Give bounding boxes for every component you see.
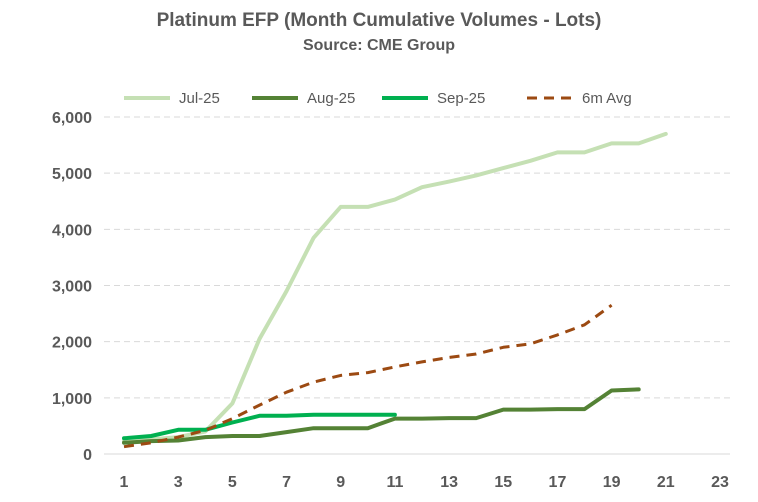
x-tick-label: 11	[386, 474, 403, 491]
x-tick-label: 21	[657, 474, 675, 491]
x-tick-label: 1	[120, 474, 129, 491]
x-tick-label: 9	[336, 474, 345, 491]
x-axis-ticks: 1 3 5 7 9 11 13 15 17 19 21 23	[120, 474, 729, 491]
gridlines	[104, 116, 730, 455]
legend-label: Sep-25	[437, 90, 485, 107]
legend-label: Jul-25	[179, 90, 220, 107]
x-tick-label: 19	[603, 474, 621, 491]
chart-subtitle: Source: CME Group	[302, 37, 455, 54]
y-tick-label: 0	[83, 447, 92, 464]
legend-label: Aug-25	[307, 90, 355, 107]
series-line-sep-25	[122, 412, 397, 441]
x-tick-label: 5	[228, 474, 237, 491]
y-tick-label: 1,000	[52, 391, 92, 408]
legend: Jul-25 Aug-25 Sep-25 6m Avg	[124, 90, 632, 107]
chart-title: Platinum EFP (Month Cumulative Volumes -…	[156, 10, 602, 31]
y-tick-label: 4,000	[52, 222, 92, 239]
y-tick-label: 6,000	[52, 110, 92, 127]
y-tick-label: 2,000	[52, 335, 92, 352]
x-tick-label: 13	[440, 474, 458, 491]
y-tick-label: 5,000	[52, 166, 92, 183]
x-tick-label: 15	[494, 474, 512, 491]
y-axis-ticks: 0 1,000 2,000 3,000 4,000 5,000 6,000	[52, 110, 92, 464]
x-tick-label: 3	[174, 474, 183, 491]
legend-label: 6m Avg	[582, 90, 632, 107]
series-line-aug-25	[122, 387, 641, 445]
series-line-jul-25	[122, 131, 668, 444]
series-line-6m-avg	[123, 303, 613, 449]
y-tick-label: 3,000	[52, 279, 92, 296]
x-tick-label: 23	[711, 474, 729, 491]
x-tick-label: 17	[549, 474, 567, 491]
series-lines	[122, 131, 668, 449]
x-tick-label: 7	[282, 474, 291, 491]
